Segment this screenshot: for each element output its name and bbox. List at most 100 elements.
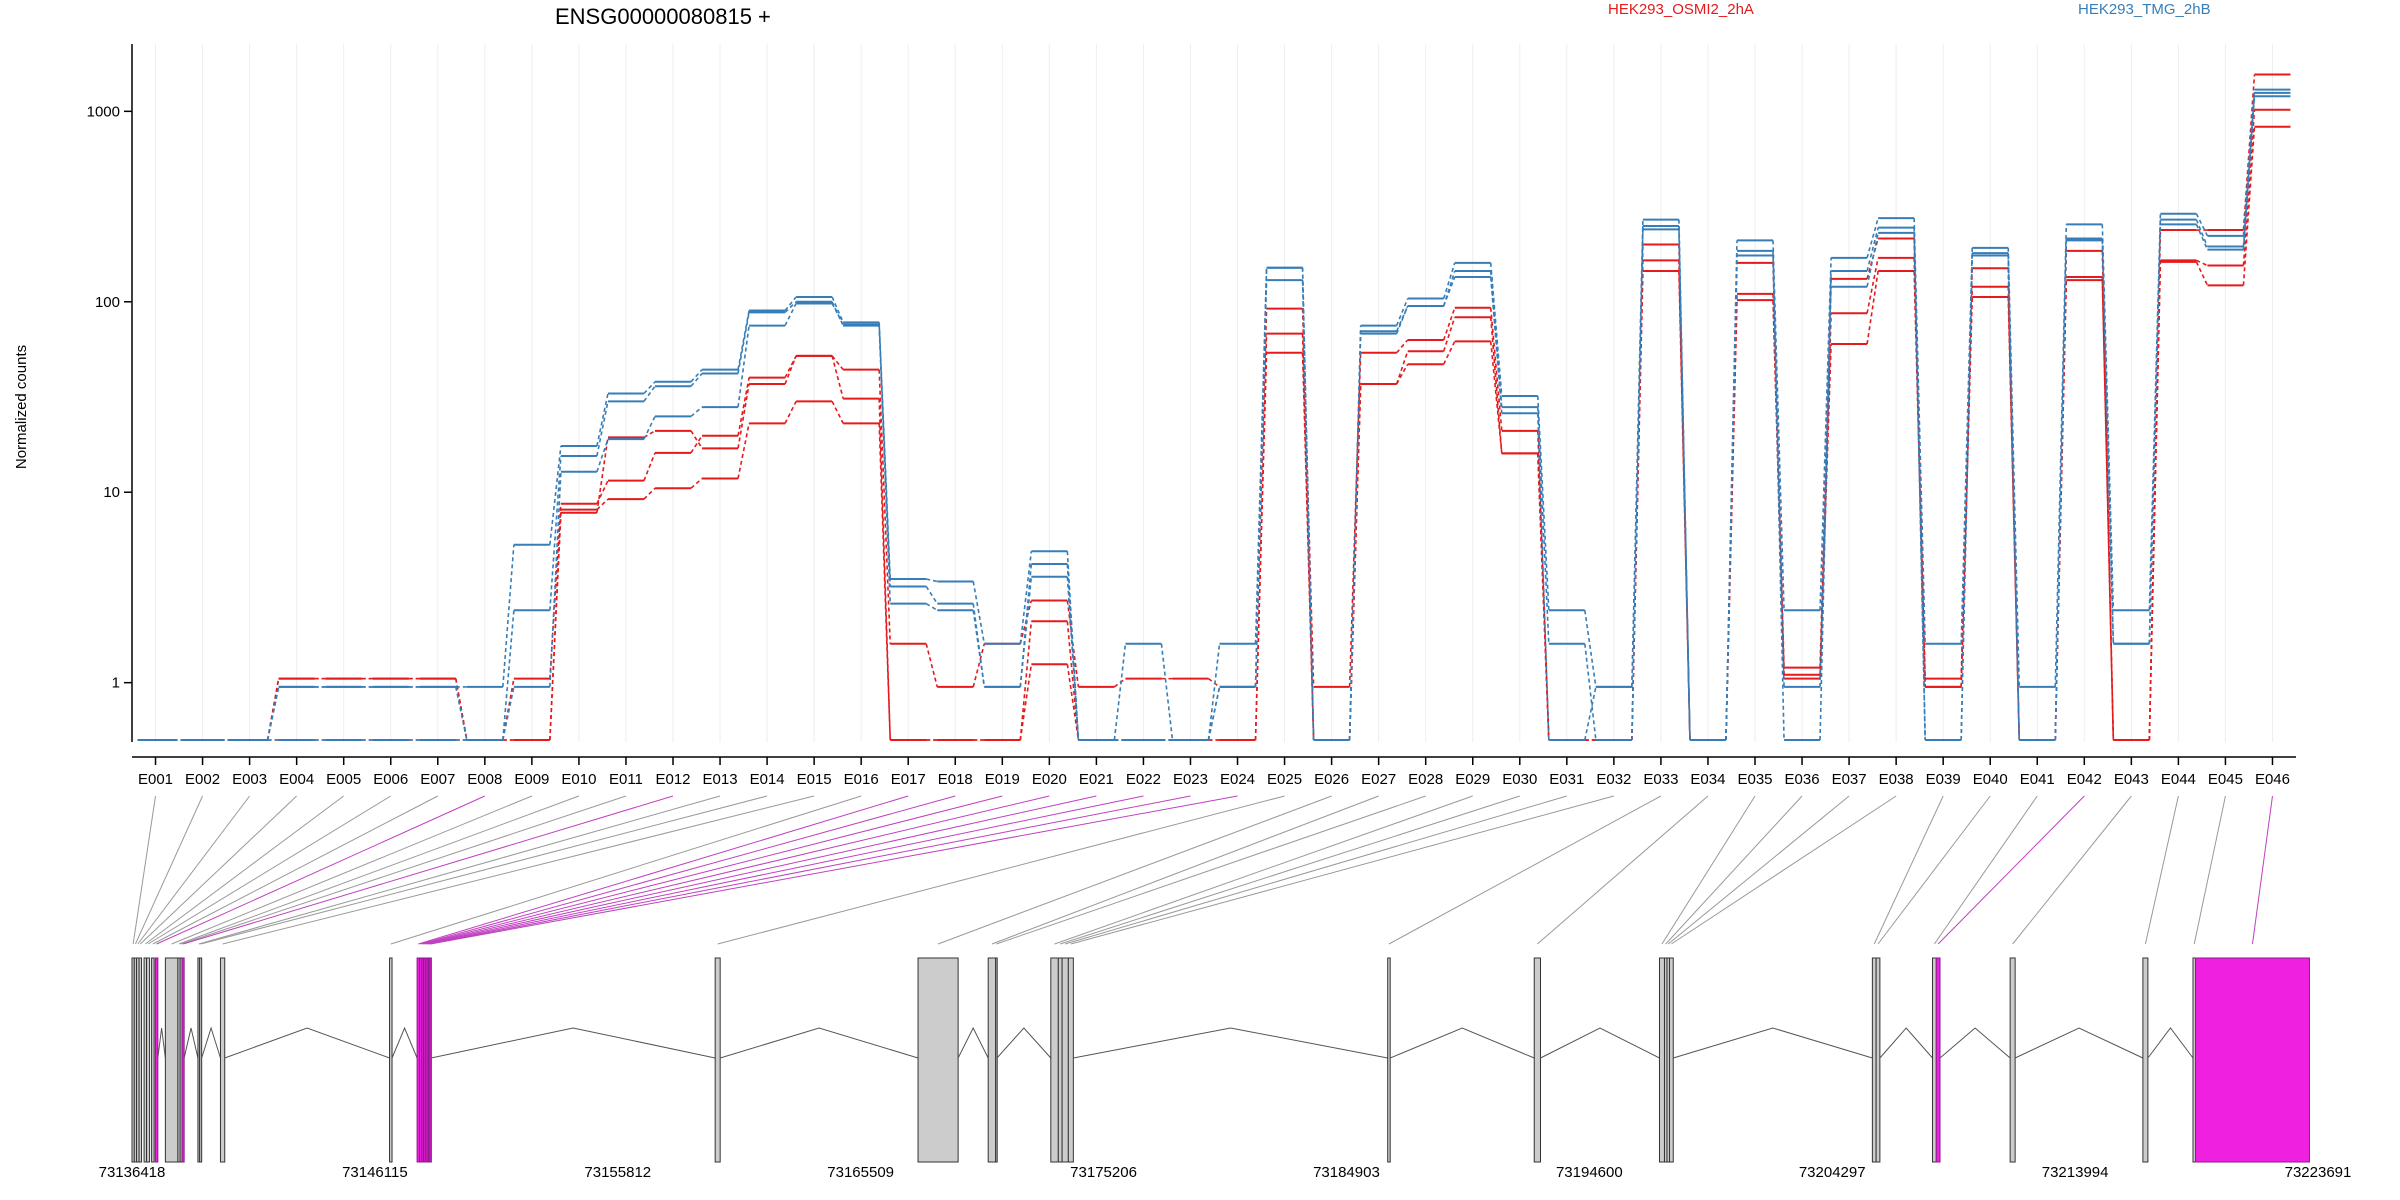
x-tick-label: E010	[561, 771, 596, 788]
x-tick-label: E026	[1314, 771, 1349, 788]
series-connector	[784, 296, 797, 311]
series-connector	[2101, 238, 2115, 644]
intron-line	[183, 1027, 199, 1059]
x-tick-label: E043	[2114, 771, 2149, 788]
series-connector	[926, 578, 938, 583]
series-lines	[137, 73, 2291, 741]
x-tick-label: E039	[1926, 771, 1961, 788]
series-connector	[1019, 576, 1033, 687]
series-connector	[2242, 126, 2256, 286]
x-tick-label: E030	[1502, 771, 1537, 788]
x-tick-label: E003	[232, 771, 267, 788]
series-connector	[690, 373, 703, 387]
series-connector	[925, 643, 939, 688]
exon-box	[987, 957, 997, 1163]
intron-line	[2014, 1027, 2144, 1059]
series-connector	[831, 303, 844, 325]
series-connector	[972, 610, 986, 688]
x-tick-label: E045	[2208, 771, 2243, 788]
series-connector	[1489, 341, 1503, 454]
exon-connector	[2144, 795, 2179, 945]
series-connector	[2242, 96, 2256, 250]
series-connector	[549, 471, 562, 687]
exon-connector	[1060, 795, 1520, 945]
exon-connector	[200, 795, 768, 945]
series-connector	[1019, 551, 1033, 644]
series-connector	[1207, 686, 1221, 741]
series-connector	[266, 686, 280, 741]
exon-connector	[145, 795, 344, 945]
x-tick-label: E009	[514, 771, 549, 788]
series-connector	[972, 643, 986, 688]
genomic-tick-label: 73136418	[99, 1164, 166, 1181]
y-tick-label: 100	[95, 294, 120, 311]
exon-box	[1931, 957, 1937, 1163]
legend-item-osmi2: HEK293_OSMI2_2hA	[1608, 1, 1754, 18]
series-connector	[831, 296, 844, 323]
exon-box	[1061, 957, 1069, 1163]
series-connector	[737, 312, 750, 374]
intron-line	[1879, 1027, 1933, 1059]
series-connector	[1066, 576, 1080, 741]
exon-connector	[426, 795, 1097, 945]
exon-box	[1067, 957, 1074, 1163]
exon-connector	[180, 795, 627, 945]
series-connector	[1584, 686, 1597, 741]
series-connector	[2195, 219, 2209, 247]
series-connector	[643, 487, 656, 500]
series-connector	[549, 445, 562, 545]
series-connector	[1913, 232, 1926, 741]
series-connector	[643, 381, 656, 395]
exon-connector	[1065, 795, 1567, 945]
series-connector	[784, 355, 797, 385]
exon-box	[917, 957, 959, 1163]
intron-line	[391, 1026, 418, 1059]
exon-connector	[430, 795, 1238, 945]
intron-line	[1073, 1027, 1388, 1059]
series-connector	[1819, 286, 1832, 687]
exon-box	[995, 957, 998, 1163]
genomic-tick-label: 73175206	[1070, 1164, 1137, 1181]
series-connector	[831, 301, 844, 326]
series-connector	[1536, 413, 1550, 741]
series-connector	[1489, 317, 1503, 454]
exon-box	[1658, 957, 1665, 1163]
genomic-tick-label: 73194600	[1556, 1164, 1623, 1181]
exon-connector	[1388, 795, 1662, 945]
series-connector	[1819, 257, 1832, 611]
exon-connector	[424, 795, 1050, 945]
exon-connector	[147, 795, 391, 945]
series-connector	[596, 438, 609, 473]
exon-connector	[1937, 795, 2085, 945]
x-tick-label: E014	[750, 771, 785, 788]
exon-connector	[717, 795, 1285, 945]
exon-connector	[2012, 795, 2132, 945]
intron-line	[1939, 1027, 2011, 1059]
x-tick-label: E021	[1079, 771, 1114, 788]
exon-connector	[139, 795, 297, 945]
x-tick-label: E015	[797, 771, 832, 788]
x-tick-label: E032	[1596, 771, 1631, 788]
x-tick-label: E018	[938, 771, 973, 788]
series-connector	[502, 610, 515, 741]
exon-box	[1057, 957, 1063, 1163]
series-connector	[1960, 247, 1974, 644]
x-tick-label: E013	[703, 771, 738, 788]
x-tick-label: E005	[326, 771, 361, 788]
exon-connector	[1054, 795, 1473, 945]
exon-connector	[152, 795, 439, 945]
series-connector	[1442, 262, 1456, 299]
series-connector	[784, 355, 797, 378]
exon-connector	[198, 795, 721, 945]
series-connector	[1254, 333, 1268, 741]
series-connector	[1819, 344, 1832, 675]
series-connector	[1725, 240, 1738, 741]
series-connector	[1489, 276, 1503, 414]
x-tick-label: E042	[2067, 771, 2102, 788]
series-connector	[784, 301, 797, 313]
series-connector	[596, 393, 609, 447]
exon-box	[199, 957, 203, 1163]
x-tick-label: E008	[467, 771, 502, 788]
exon-connector	[427, 795, 1144, 945]
x-tick-label: E034	[1690, 771, 1725, 788]
